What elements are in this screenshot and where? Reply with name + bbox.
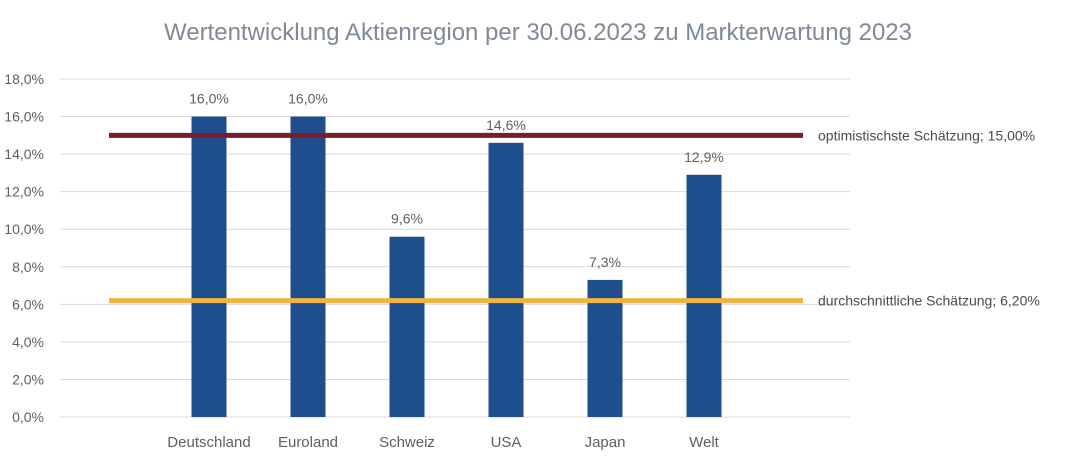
category-label: USA xyxy=(491,434,522,451)
y-tick-label: 14,0% xyxy=(4,146,44,162)
bars xyxy=(191,116,722,418)
gridlines xyxy=(60,78,850,418)
reference-line-label: optimistischste Schätzung; 15,00% xyxy=(818,127,1035,143)
y-tick-label: 12,0% xyxy=(4,184,44,200)
category-label: Japan xyxy=(585,434,626,451)
data-label: 12,9% xyxy=(684,149,724,165)
category-label: Welt xyxy=(689,434,720,451)
y-tick-label: 16,0% xyxy=(4,109,44,125)
data-labels: 16,0% 16,0% 9,6% 14,6% 7,3% 12,9% xyxy=(189,91,724,270)
reference-line-label: durchschnittliche Schätzung; 6,20% xyxy=(818,293,1040,309)
bar-usa xyxy=(488,142,524,417)
y-tick-label: 0,0% xyxy=(12,409,44,425)
y-tick-label: 18,0% xyxy=(4,71,44,87)
y-tick-label: 8,0% xyxy=(12,259,44,275)
category-label: Deutschland xyxy=(167,434,250,451)
bar-deutschland xyxy=(191,116,227,418)
data-label: 9,6% xyxy=(391,211,423,227)
category-labels: Deutschland Euroland Schweiz USA Japan Welt xyxy=(167,434,719,451)
y-axis-tick-labels: 0,0% 2,0% 4,0% 6,0% 8,0% 10,0% 12,0% 14,0% 16,0%… xyxy=(4,71,44,425)
category-label: Euroland xyxy=(278,434,338,451)
data-label: 14,6% xyxy=(486,117,526,133)
reference-lines: optimistischste Schätzung; 15,00% durchsc… xyxy=(109,127,1040,309)
y-tick-label: 2,0% xyxy=(12,371,44,387)
category-label: Schweiz xyxy=(379,434,435,451)
bar-euroland xyxy=(290,116,326,418)
bar-welt xyxy=(686,174,722,417)
y-tick-label: 10,0% xyxy=(4,221,44,237)
y-tick-label: 4,0% xyxy=(12,334,44,350)
chart-title: Wertentwicklung Aktienregion per 30.06.2… xyxy=(164,19,912,46)
bar-schweiz xyxy=(389,236,425,417)
data-label: 7,3% xyxy=(589,254,621,270)
data-label: 16,0% xyxy=(288,91,328,107)
data-label: 16,0% xyxy=(189,91,229,107)
y-tick-label: 6,0% xyxy=(12,296,44,312)
